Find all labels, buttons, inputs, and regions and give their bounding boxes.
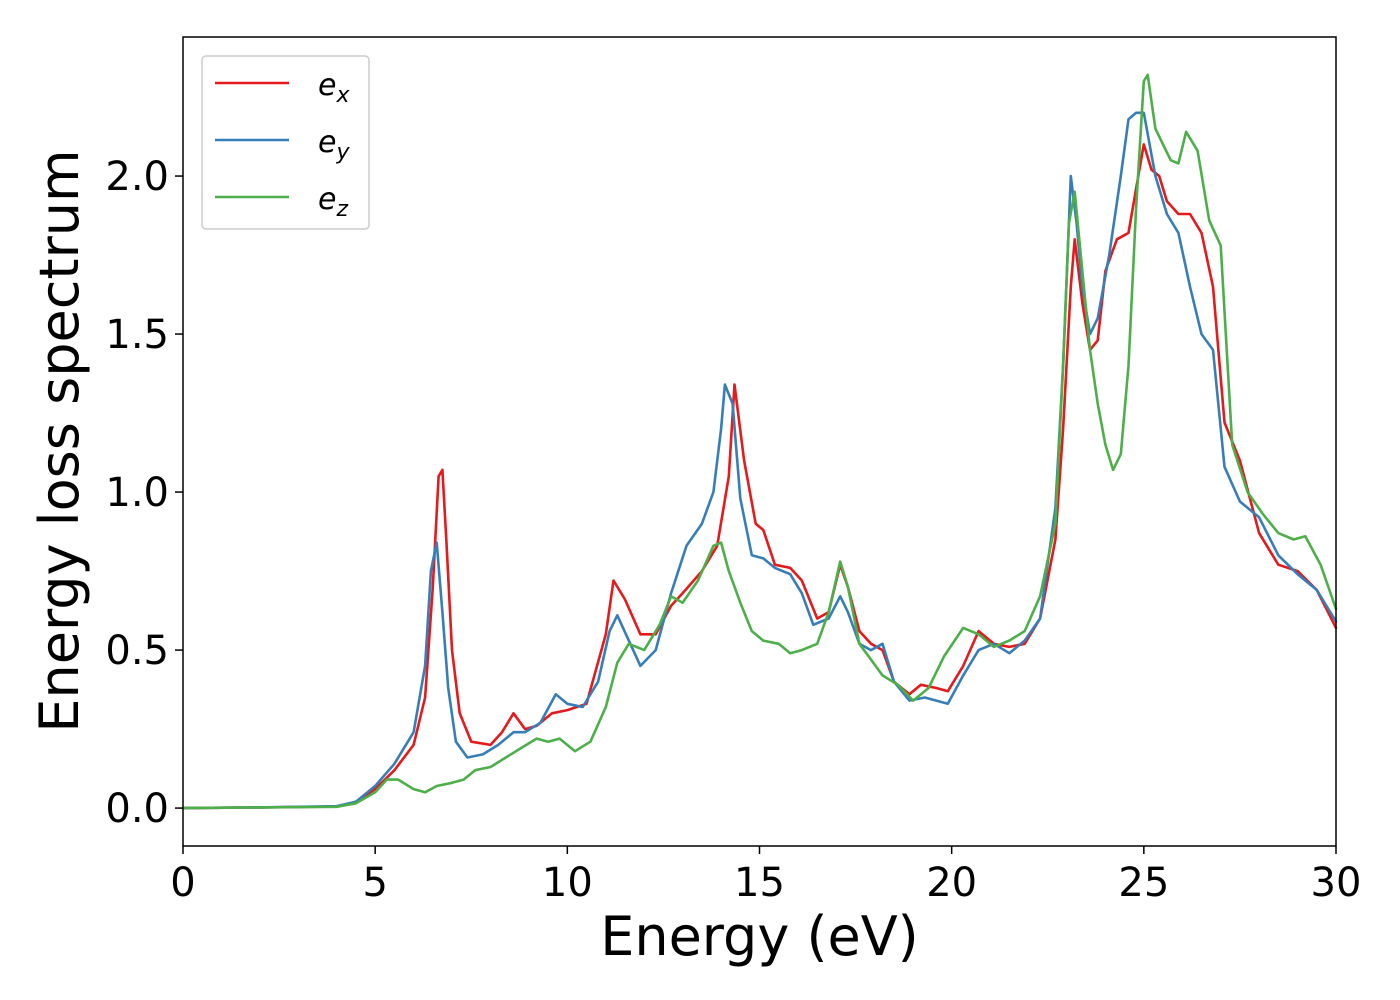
x-tick-label: 5	[362, 860, 387, 906]
plot-background	[183, 37, 1336, 846]
y-axis-label: Energy loss spectrum	[28, 149, 91, 732]
legend: ex ey ez	[201, 55, 370, 230]
x-tick-label: 15	[734, 860, 785, 906]
x-axis-label: Energy (eV)	[600, 905, 919, 968]
legend-box	[201, 55, 370, 230]
legend-label-y: ey	[318, 125, 350, 165]
legend-label-z: ez	[318, 182, 348, 222]
y-tick-label: 1.5	[105, 312, 169, 358]
y-tick-label: 0.5	[105, 628, 169, 674]
series-line-y	[181, 111, 1338, 810]
x-tick-label: 30	[1311, 860, 1362, 906]
x-tick-label: 20	[926, 860, 977, 906]
x-axis-ticks: 0 5 10 15 20 25 30	[170, 846, 1361, 906]
x-tick-label: 0	[170, 860, 195, 906]
y-axis-ticks: 0.0 0.5 1.0 1.5 2.0	[105, 154, 183, 832]
y-tick-label: 2.0	[105, 154, 169, 200]
series-line-z	[181, 73, 1338, 810]
x-tick-label: 25	[1118, 860, 1169, 906]
y-tick-label: 1.0	[105, 470, 169, 516]
y-tick-label: 0.0	[105, 786, 169, 832]
legend-label-x: ex	[318, 68, 350, 108]
x-tick-label: 10	[542, 860, 593, 906]
series-lines	[181, 73, 1338, 810]
